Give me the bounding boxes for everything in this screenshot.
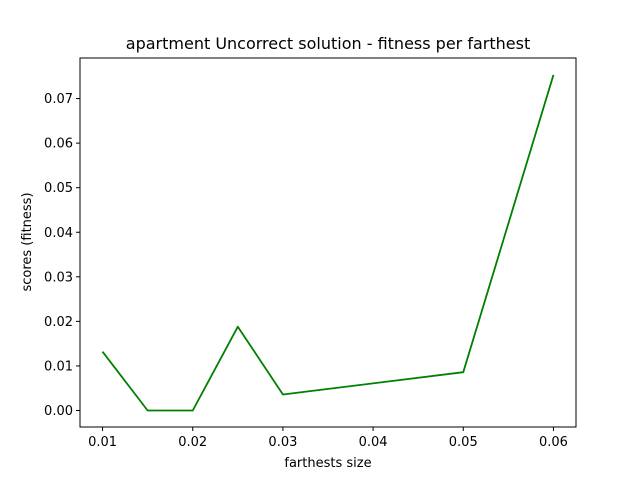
x-tick-label: 0.06 <box>539 435 568 450</box>
x-axis: 0.01 0.02 0.03 0.04 0.05 0.06 <box>88 427 568 450</box>
y-axis: 0.00 0.01 0.02 0.03 0.04 0.05 0.06 0.07 <box>44 92 80 419</box>
x-axis-label: farthests size <box>284 456 371 471</box>
x-tick-label: 0.01 <box>88 435 117 450</box>
y-tick-label: 0.01 <box>44 359 73 374</box>
x-tick-label: 0.04 <box>359 435 388 450</box>
y-tick-label: 0.02 <box>44 315 73 330</box>
y-tick-label: 0.03 <box>44 270 73 285</box>
plot-area <box>79 57 577 428</box>
series-layer <box>101 74 555 412</box>
y-tick-label: 0.05 <box>44 181 73 196</box>
plot-frame <box>79 57 577 428</box>
x-tick-label: 0.02 <box>178 435 207 450</box>
series-line <box>101 74 555 412</box>
y-tick-label: 0.07 <box>44 92 73 107</box>
chart-title: apartment Uncorrect solution - fitness p… <box>126 34 530 53</box>
y-tick-label: 0.00 <box>44 404 73 419</box>
y-tick-label: 0.06 <box>44 137 73 152</box>
y-axis-label: scores (fitness) <box>20 192 35 291</box>
y-tick-label: 0.04 <box>44 226 73 241</box>
x-tick-label: 0.05 <box>449 435 478 450</box>
x-tick-label: 0.03 <box>268 435 297 450</box>
